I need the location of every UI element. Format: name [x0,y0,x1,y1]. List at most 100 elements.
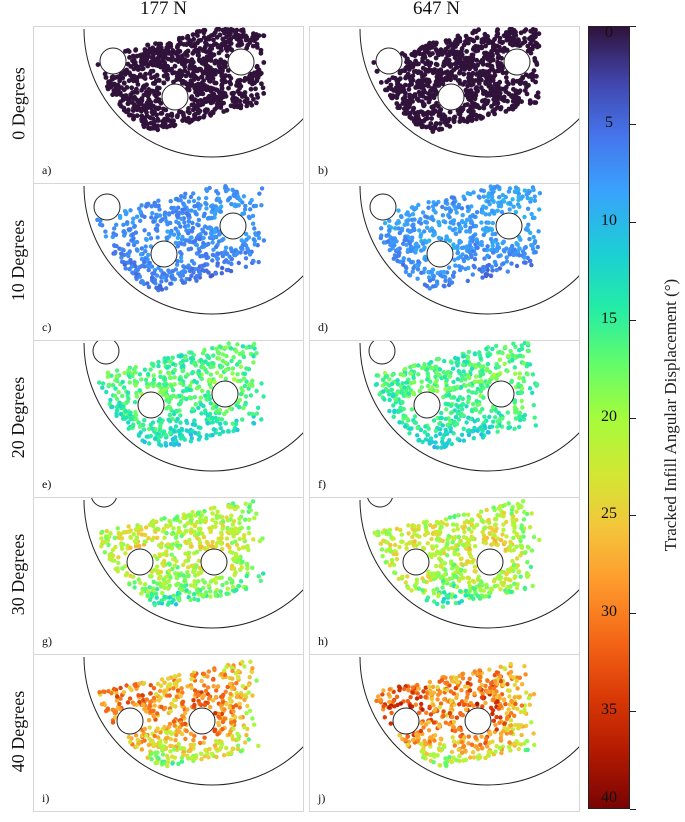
data-point [503,70,509,76]
data-point [184,117,190,123]
data-point [110,553,116,558]
data-point [481,105,487,111]
data-point [443,198,449,204]
data-point [453,231,459,237]
data-point [474,35,480,41]
data-point [511,535,516,541]
data-point [426,91,431,96]
data-point [468,554,474,559]
data-point [122,530,128,535]
data-point [457,267,463,273]
data-point [441,283,446,288]
data-point [497,357,503,362]
data-point [135,82,141,87]
data-point [245,566,250,571]
data-point [186,223,191,228]
data-point [172,375,177,380]
data-point [431,229,436,234]
data-point [171,442,176,447]
data-point [148,68,154,74]
data-point [232,377,237,382]
data-point [442,119,447,125]
data-point [437,121,443,126]
data-point [455,404,461,409]
data-point [189,96,195,102]
data-point [387,397,392,403]
data-point [470,52,476,58]
data-point [531,403,536,408]
data-point [223,46,229,52]
data-point [522,214,527,220]
data-point [436,219,441,225]
data-point [207,93,212,99]
data-point [468,220,474,225]
data-point [464,245,469,251]
data-point [185,372,190,377]
data-point [534,41,540,47]
data-point [201,78,207,84]
data-point [528,196,534,202]
data-point [418,122,424,128]
data-point [474,57,480,63]
data-point [197,540,203,545]
data-point [489,63,495,69]
data-point [195,536,200,541]
data-point [496,254,501,259]
data-point [210,252,216,258]
rod-marker [92,341,120,365]
data-point [473,365,478,370]
data-point [504,259,510,264]
data-point [164,406,169,411]
data-point [127,582,132,587]
data-point [201,592,206,598]
data-point [511,86,516,92]
data-point [466,349,472,355]
data-point [482,37,488,42]
data-point [186,231,191,236]
data-point [180,35,185,41]
data-point [408,115,414,120]
data-point [118,99,123,105]
data-point [478,383,484,388]
data-point [174,441,179,446]
column-title-177n: 177 N [140,0,187,19]
data-point [245,563,250,568]
data-point [410,269,415,274]
data-point [212,379,217,385]
data-point [158,544,164,549]
data-point [523,227,529,232]
data-point [248,86,254,92]
data-point [123,409,128,414]
data-point [451,119,457,124]
data-point [252,238,257,244]
data-point [183,269,188,274]
data-point [465,204,470,210]
data-point [513,371,518,376]
data-point [146,231,152,237]
data-point [130,90,135,95]
data-point [465,217,470,222]
data-point [113,544,118,550]
data-point [217,231,223,236]
data-point [169,113,175,119]
data-point [118,532,123,537]
data-point [184,428,189,433]
data-point [518,574,523,579]
data-point [193,430,198,436]
data-point [537,207,542,212]
data-point [437,73,443,79]
data-point [121,385,127,390]
data-point [216,63,222,69]
data-point [456,552,461,557]
data-point [151,377,157,382]
data-point [514,544,519,549]
data-point [155,556,160,561]
data-point [99,536,104,541]
data-point [411,105,417,111]
data-point [418,45,424,51]
data-point [171,118,177,124]
data-point [220,526,225,531]
data-point [202,509,207,514]
data-point [164,549,169,554]
data-point [176,402,182,407]
